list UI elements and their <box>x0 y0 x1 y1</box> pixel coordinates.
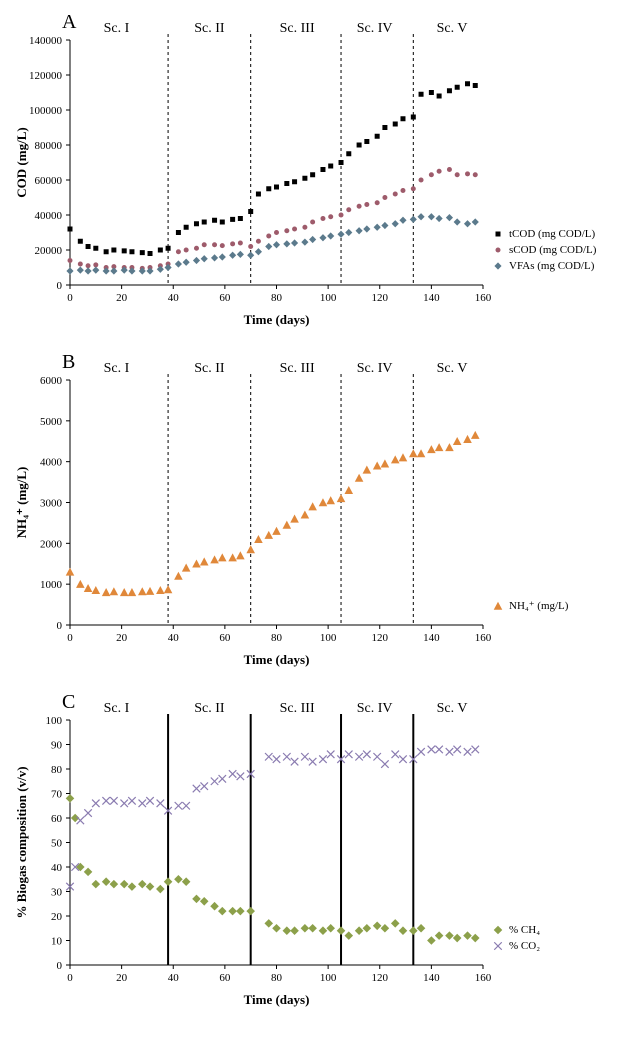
svg-text:20000: 20000 <box>35 245 63 257</box>
svg-text:40: 40 <box>168 292 180 304</box>
svg-text:40: 40 <box>168 632 180 644</box>
svg-text:Sc. III: Sc. III <box>280 21 315 36</box>
svg-text:60000: 60000 <box>35 175 63 187</box>
svg-text:Sc. IV: Sc. IV <box>357 701 393 716</box>
svg-text:4000: 4000 <box>40 457 63 469</box>
svg-text:Sc. I: Sc. I <box>104 701 130 716</box>
svg-text:160: 160 <box>475 632 492 644</box>
svg-text:100: 100 <box>320 632 337 644</box>
svg-text:140000: 140000 <box>29 35 63 47</box>
svg-text:Sc. II: Sc. II <box>194 701 225 716</box>
svg-text:60: 60 <box>51 813 63 825</box>
svg-text:0: 0 <box>67 632 73 644</box>
chart-a-svg: 0 20 40 60 80 100 120 140 160 0 20000 40000 60000 800… <box>10 10 613 330</box>
svg-text:0: 0 <box>57 620 63 632</box>
svg-text:Sc. II: Sc. II <box>194 361 225 376</box>
svg-text:160: 160 <box>475 972 492 984</box>
svg-text:tCOD (mg COD/L): tCOD (mg COD/L) <box>509 228 596 240</box>
svg-text:% CO₂: % CO₂ <box>509 940 540 952</box>
svg-text:Sc. I: Sc. I <box>104 361 130 376</box>
svg-text:Time (days): Time (days) <box>244 652 310 667</box>
svg-text:% Biogas composition (v/v): % Biogas composition (v/v) <box>14 766 29 918</box>
svg-text:A: A <box>62 11 77 33</box>
svg-text:1000: 1000 <box>40 579 63 591</box>
svg-text:3000: 3000 <box>40 498 63 510</box>
svg-text:0: 0 <box>57 280 63 292</box>
svg-text:100: 100 <box>320 972 337 984</box>
svg-text:Sc. II: Sc. II <box>194 21 225 36</box>
svg-text:20: 20 <box>116 632 128 644</box>
svg-text:80: 80 <box>271 632 283 644</box>
svg-text:Sc. III: Sc. III <box>280 361 315 376</box>
svg-text:60: 60 <box>219 972 231 984</box>
svg-text:NH₄⁺ (mg/L): NH₄⁺ (mg/L) <box>509 600 569 612</box>
svg-text:80: 80 <box>51 764 63 776</box>
svg-text:120: 120 <box>372 972 389 984</box>
svg-text:40: 40 <box>51 862 63 874</box>
svg-text:2000: 2000 <box>40 538 63 550</box>
svg-text:40: 40 <box>168 972 180 984</box>
svg-text:Sc. V: Sc. V <box>437 701 468 716</box>
panel-a: 0 20 40 60 80 100 120 140 160 0 20000 40000 60000 800… <box>10 10 623 330</box>
svg-text:100: 100 <box>320 292 337 304</box>
svg-text:% CH₄: % CH₄ <box>509 924 540 936</box>
svg-text:5000: 5000 <box>40 416 63 428</box>
svg-text:Sc. III: Sc. III <box>280 701 315 716</box>
svg-text:160: 160 <box>475 292 492 304</box>
svg-text:100: 100 <box>46 715 63 727</box>
chart-b-svg: 0 20 40 60 80 100 120 140 160 0 1000 2000 3000 4000 50… <box>10 350 613 670</box>
svg-text:10: 10 <box>51 936 63 948</box>
svg-text:140: 140 <box>423 632 440 644</box>
panel-b: 0 20 40 60 80 100 120 140 160 0 1000 2000 3000 4000 50… <box>10 350 623 670</box>
svg-text:Time (days): Time (days) <box>244 312 310 327</box>
svg-text:VFAs (mg COD/L): VFAs (mg COD/L) <box>509 260 595 272</box>
svg-text:140: 140 <box>423 292 440 304</box>
svg-text:sCOD (mg COD/L): sCOD (mg COD/L) <box>509 244 597 256</box>
svg-text:Sc. IV: Sc. IV <box>357 21 393 36</box>
svg-text:90: 90 <box>51 740 63 752</box>
svg-text:100000: 100000 <box>29 105 63 117</box>
svg-text:80: 80 <box>271 292 283 304</box>
svg-text:30: 30 <box>51 887 63 899</box>
chart-c-svg: 0 20 40 60 80 100 120 140 160 0 10 20 30 40 50 60 70 80 90… <box>10 690 613 1010</box>
svg-text:0: 0 <box>67 292 73 304</box>
svg-text:40000: 40000 <box>35 210 63 222</box>
svg-text:6000: 6000 <box>40 375 63 387</box>
svg-text:120: 120 <box>372 632 389 644</box>
svg-text:Sc. I: Sc. I <box>104 21 130 36</box>
svg-text:20: 20 <box>116 292 128 304</box>
svg-text:20: 20 <box>116 972 128 984</box>
svg-text:120: 120 <box>372 292 389 304</box>
svg-text:80: 80 <box>271 972 283 984</box>
svg-text:Sc. V: Sc. V <box>437 361 468 376</box>
svg-text:COD (mg/L): COD (mg/L) <box>14 127 29 197</box>
svg-text:0: 0 <box>67 972 73 984</box>
svg-text:70: 70 <box>51 789 63 801</box>
svg-text:0: 0 <box>57 960 63 972</box>
svg-text:Sc. V: Sc. V <box>437 21 468 36</box>
svg-text:Time (days): Time (days) <box>244 992 310 1007</box>
svg-text:140: 140 <box>423 972 440 984</box>
svg-text:120000: 120000 <box>29 70 63 82</box>
svg-text:50: 50 <box>51 838 63 850</box>
svg-text:60: 60 <box>219 632 231 644</box>
svg-text:C: C <box>62 691 75 713</box>
svg-text:20: 20 <box>51 911 63 923</box>
svg-text:NH₄⁺ (mg/L): NH₄⁺ (mg/L) <box>14 467 29 539</box>
svg-text:80000: 80000 <box>35 140 63 152</box>
panel-c: 0 20 40 60 80 100 120 140 160 0 10 20 30 40 50 60 70 80 90… <box>10 690 623 1010</box>
svg-text:Sc. IV: Sc. IV <box>357 361 393 376</box>
svg-text:60: 60 <box>219 292 231 304</box>
svg-text:B: B <box>62 351 75 373</box>
